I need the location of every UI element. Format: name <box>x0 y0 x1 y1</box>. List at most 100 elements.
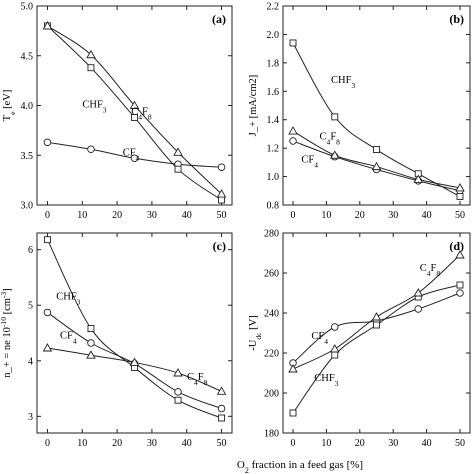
y-tick-label: 220 <box>264 349 279 360</box>
y-axis-label-group: Te [eV] <box>2 90 17 122</box>
x-tick-label: 50 <box>217 438 227 449</box>
data-point-c4f8 <box>129 100 140 109</box>
data-point-chf3 <box>218 414 226 422</box>
data-point-cf4 <box>217 404 226 413</box>
y-tick-label: 4 <box>28 356 33 367</box>
plot-frame <box>282 232 471 434</box>
series-line-chf3 <box>292 42 461 197</box>
y-tick-label: 260 <box>264 269 279 280</box>
data-point-c4f8 <box>329 344 340 353</box>
data-point-cf4 <box>331 323 339 331</box>
y-axis-label: Te [eV] <box>2 90 17 122</box>
series-label-chf3: CHF3 <box>82 99 106 114</box>
y-tick-label: 2.2 <box>267 2 280 13</box>
series-label-cf4: CF4 <box>301 154 318 169</box>
data-point-cf4 <box>87 145 95 154</box>
panel-label: (a) <box>212 12 226 26</box>
data-point-cf4 <box>217 163 226 171</box>
x-tick-label: 0 <box>45 438 50 449</box>
y-tick-label: 3.0 <box>21 201 34 212</box>
data-point-c4f8 <box>329 150 340 159</box>
y-tick-label: 2.0 <box>267 30 280 41</box>
y-tick-label: 6 <box>28 245 33 256</box>
data-point-c4f8 <box>86 350 96 359</box>
data-point-cf4 <box>43 308 52 317</box>
data-point-chf3 <box>289 39 297 47</box>
data-point-c4f8 <box>216 189 227 198</box>
data-point-c4f8 <box>455 250 465 259</box>
y-axis-label-group: J_+ [mA/cm2] <box>248 75 259 137</box>
x-tick-label: 30 <box>147 438 157 449</box>
series-line-chf3 <box>292 284 461 414</box>
data-point-cf4 <box>87 339 95 347</box>
series-label-chf3: CHF3 <box>56 292 80 307</box>
data-point-chf3 <box>373 321 380 329</box>
data-point-chf3 <box>87 64 95 72</box>
x-tick-label: 40 <box>182 210 192 221</box>
y-tick-label: 1.8 <box>267 58 280 69</box>
data-point-cf4 <box>130 154 139 162</box>
data-point-chf3 <box>43 236 51 244</box>
y-tick-label: 3 <box>28 412 33 423</box>
data-point-c4f8 <box>42 20 53 30</box>
panel-b: 0 10 20 30 40 50 0.8 1.0 1.2 1.4 1.6 1.8 2.0 2.2 J_+ [… <box>248 2 471 221</box>
data-point-c4f8 <box>173 368 183 377</box>
y-tick-label: 1.6 <box>267 87 280 98</box>
data-point-c4f8 <box>371 161 382 171</box>
data-point-c4f8 <box>413 174 424 183</box>
data-point-cf4 <box>43 138 52 147</box>
data-point-chf3 <box>456 281 464 289</box>
y-tick-label: 0.8 <box>267 201 280 212</box>
x-tick-label: 40 <box>422 210 432 221</box>
panel-a: 0 10 20 30 40 50 3.0 3.5 4.0 4.5 5.0 Te [eV] (a) CHF3… <box>2 2 233 221</box>
series-line-chf3 <box>46 239 222 419</box>
y-axis-label-group: -Udc [V] <box>248 315 263 350</box>
y-tick-label: 240 <box>264 309 279 320</box>
plot-frame <box>282 5 471 206</box>
y-tick-label: 200 <box>264 389 279 400</box>
x-tick-label: 20 <box>355 438 365 449</box>
y-tick-label: 280 <box>264 229 279 240</box>
data-point-c4f8 <box>129 357 140 366</box>
data-point-cf4 <box>289 137 297 145</box>
x-tick-label: 30 <box>388 210 398 221</box>
y-tick-label: 5 <box>28 301 33 312</box>
series-label-chf3: CHF3 <box>314 373 338 388</box>
y-tick-label: 1.2 <box>267 144 280 155</box>
data-point-c4f8 <box>42 343 53 352</box>
data-point-chf3 <box>331 351 339 359</box>
data-point-c4f8 <box>371 312 382 321</box>
x-tick-label: 50 <box>455 438 465 449</box>
x-tick-label: 40 <box>182 438 192 449</box>
data-point-chf3 <box>87 325 95 333</box>
y-tick-label: 1.0 <box>267 172 280 183</box>
x-tick-label: 10 <box>321 210 331 221</box>
panel-label: (d) <box>449 239 464 253</box>
series-label-c4f8: C4F8 <box>131 106 152 121</box>
y-tick-label: 180 <box>264 429 279 440</box>
data-point-c4f8 <box>86 49 96 59</box>
x-tick-label: 40 <box>422 438 432 449</box>
data-point-chf3 <box>456 193 464 200</box>
x-tick-label: 10 <box>321 438 331 449</box>
data-point-chf3 <box>331 113 339 121</box>
data-point-c4f8 <box>288 364 298 373</box>
x-tick-label: 30 <box>388 438 398 449</box>
series-label-chf3: CHF3 <box>331 75 355 90</box>
y-axis-label: J_+ [mA/cm2] <box>248 75 259 137</box>
panel-label: (b) <box>449 12 464 26</box>
data-point-c4f8 <box>288 126 298 135</box>
plot-frame <box>36 232 233 434</box>
series-label-cf4: CF4 <box>123 147 140 162</box>
x-tick-label: 10 <box>77 438 87 449</box>
y-tick-label: 4.5 <box>21 51 34 62</box>
x-tick-label: 0 <box>45 210 50 221</box>
data-point-cf4 <box>456 289 464 297</box>
y-tick-label: 5.0 <box>21 2 34 13</box>
data-point-c4f8 <box>455 183 465 192</box>
x-tick-label: 50 <box>455 210 465 221</box>
x-tick-label: 30 <box>147 210 157 221</box>
x-tick-label: 50 <box>217 210 227 221</box>
data-point-chf3 <box>373 146 380 154</box>
shared-x-axis-label: O2 fraction in a feed gas [%] <box>237 459 363 474</box>
